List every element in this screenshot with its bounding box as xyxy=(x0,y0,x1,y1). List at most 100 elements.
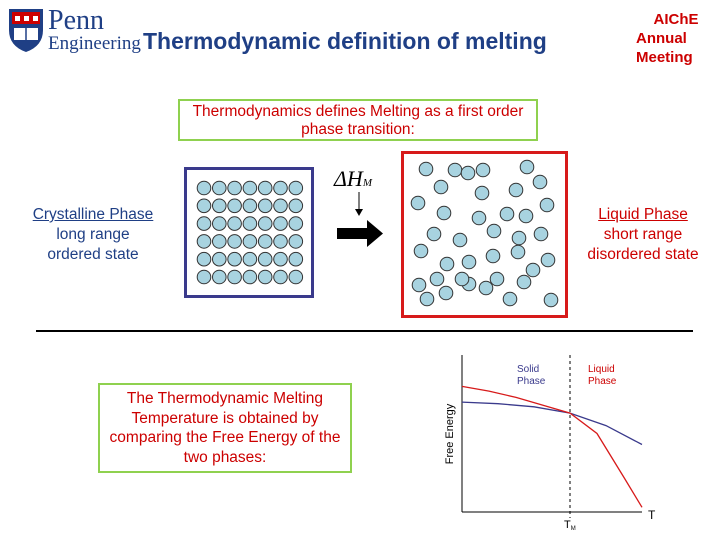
liquid-particle xyxy=(454,271,470,287)
liquid-particle xyxy=(426,226,442,242)
liquid-particle xyxy=(511,230,527,246)
crystal-particle xyxy=(227,269,242,285)
liquid-particle xyxy=(508,182,524,198)
liquid-particle xyxy=(525,262,541,278)
crystal-particle xyxy=(212,198,227,214)
enthalpy-subscript: M xyxy=(362,177,372,189)
crystal-particle xyxy=(227,198,242,214)
crystal-particle xyxy=(288,180,304,196)
crystal-particle xyxy=(212,234,227,249)
x-axis-label: T xyxy=(648,508,656,522)
crystal-particle xyxy=(212,216,227,231)
crystalline-phase-title: Crystalline Phase xyxy=(32,206,154,223)
crystal-particle xyxy=(196,251,212,267)
solid-phase-curve xyxy=(461,401,643,446)
liquid-particle xyxy=(475,162,491,178)
crystal-particle xyxy=(288,269,304,285)
crystal-particle xyxy=(273,216,288,231)
crystal-particle xyxy=(273,251,288,267)
first-order-transition-note: Thermodynamics defines Melting as a firs… xyxy=(178,99,538,141)
y-axis-label: Free Energy xyxy=(444,403,456,464)
crystalline-phase-line1: long range xyxy=(56,226,130,243)
liquid-particle xyxy=(540,252,556,268)
liquid-phase-label: Liquid Phase short range disordered stat… xyxy=(568,205,718,265)
liquid-particles-box xyxy=(401,151,568,318)
crystal-particle xyxy=(273,198,288,214)
crystal-particle xyxy=(196,269,212,285)
crystal-particle xyxy=(196,180,212,196)
crystal-particle xyxy=(242,234,258,249)
liquid-particle xyxy=(452,232,468,248)
crystal-particle xyxy=(212,269,227,285)
liquid-particle xyxy=(486,223,502,239)
crystal-particle xyxy=(196,198,212,214)
conference-line-2: Annual xyxy=(636,30,687,47)
liquid-particle xyxy=(461,254,477,270)
liquid-particle xyxy=(439,256,455,272)
liquid-particle xyxy=(419,291,435,307)
crystal-particle xyxy=(257,198,273,214)
liquid-phase-curve xyxy=(461,385,643,508)
page-title: Thermodynamic definition of melting xyxy=(143,28,547,54)
conference-label: AIChE Annual Meeting xyxy=(636,10,716,67)
crystal-particle xyxy=(257,251,273,267)
crystal-particles xyxy=(196,180,304,285)
crystal-particle xyxy=(273,234,288,249)
liquid-particle xyxy=(543,292,559,308)
liquid-particle xyxy=(518,208,534,224)
crystal-particle xyxy=(242,251,258,267)
crystal-particle xyxy=(242,216,258,231)
liquid-particle xyxy=(447,162,463,178)
crystal-particle xyxy=(288,216,304,231)
crystal-particle xyxy=(212,251,227,267)
crystal-particle xyxy=(227,216,242,231)
liquid-particle xyxy=(478,280,494,296)
solid-region-label-line2: Phase xyxy=(517,376,546,387)
crystal-particle xyxy=(227,251,242,267)
logo-text-penn: Penn xyxy=(48,5,104,36)
crystal-particle xyxy=(257,216,273,231)
liquid-particle xyxy=(516,274,532,290)
crystal-particle xyxy=(196,234,212,249)
liquid-particle xyxy=(410,195,426,211)
melting-temperature-tick-label: TM xyxy=(564,519,576,532)
liquid-particle xyxy=(418,161,434,177)
liquid-particle xyxy=(429,271,445,287)
penn-engineering-logo: Penn Engineering xyxy=(6,5,141,56)
liquid-phase-line1: short range xyxy=(603,226,683,243)
liquid-particle xyxy=(533,226,549,242)
crystal-particle xyxy=(242,180,258,196)
delta-symbol: Δ xyxy=(334,166,347,191)
liquid-particle xyxy=(485,248,501,264)
crystal-particle xyxy=(227,180,242,196)
liquid-particle xyxy=(436,205,452,221)
crystal-particle xyxy=(273,180,288,196)
crystalline-phase-label: Crystalline Phase long range ordered sta… xyxy=(18,205,168,265)
penn-shield-icon xyxy=(9,9,43,52)
crystal-particle xyxy=(257,269,273,285)
liquid-particle xyxy=(433,179,449,195)
crystal-particle xyxy=(227,234,242,249)
liquid-particle xyxy=(438,285,454,301)
liquid-particle xyxy=(471,210,487,226)
liquid-phase-line2: disordered state xyxy=(587,246,699,263)
crystal-particle xyxy=(288,198,304,214)
liquid-region-label-line2: Phase xyxy=(588,376,617,387)
enthalpy-symbol: H xyxy=(346,166,363,191)
liquid-particle xyxy=(413,243,429,259)
crystalline-lattice-box xyxy=(184,167,314,298)
crystal-particle xyxy=(242,269,258,285)
crystalline-phase-line2: ordered state xyxy=(47,246,139,263)
crystal-particle xyxy=(212,180,227,196)
logo-text-engineering: Engineering xyxy=(48,33,141,54)
liquid-particle xyxy=(502,291,518,307)
conference-line-1: AIChE xyxy=(653,11,699,28)
solid-region-label-line1: Solid xyxy=(517,364,539,375)
enthalpy-of-melting-label: ΔHM xyxy=(334,166,372,192)
conference-line-3: Meeting xyxy=(636,49,693,66)
liquid-particle xyxy=(510,244,526,260)
liquid-particle xyxy=(411,277,427,293)
liquid-region-label-line1: Liquid xyxy=(588,364,615,375)
